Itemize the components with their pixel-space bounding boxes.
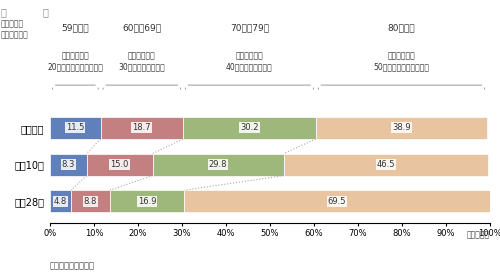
Text: 80歳以上: 80歳以上 <box>388 23 415 32</box>
Bar <box>50 117 100 139</box>
Text: 8.3: 8.3 <box>62 160 75 169</box>
Text: 子の年齢は、
20歳代以下が想定される: 子の年齢は、 20歳代以下が想定される <box>48 51 103 72</box>
Bar <box>184 190 490 212</box>
Text: （注）主税局調べ。: （注）主税局調べ。 <box>50 262 95 271</box>
Bar <box>152 154 284 175</box>
Text: 〈: 〈 <box>0 8 6 18</box>
Text: 70歳～79歳: 70歳～79歳 <box>230 23 269 32</box>
Bar <box>86 154 152 175</box>
Bar <box>71 190 110 212</box>
Text: 59歳以下: 59歳以下 <box>62 23 89 32</box>
Bar <box>183 117 316 139</box>
Text: 被相続人の
死亡時の年齢: 被相続人の 死亡時の年齢 <box>1 20 29 40</box>
Bar <box>50 190 71 212</box>
Text: 子の年齢は、
30歳代が想定される: 子の年齢は、 30歳代が想定される <box>118 51 165 72</box>
Text: 60歳～69歳: 60歳～69歳 <box>122 23 162 32</box>
Text: 30.2: 30.2 <box>240 124 258 133</box>
Text: 15.0: 15.0 <box>110 160 128 169</box>
Text: （構成比）: （構成比） <box>467 230 490 239</box>
Text: 8.8: 8.8 <box>84 197 97 206</box>
Text: 18.7: 18.7 <box>132 124 151 133</box>
Bar <box>284 154 488 175</box>
Text: 29.8: 29.8 <box>209 160 228 169</box>
Text: 4.8: 4.8 <box>54 197 67 206</box>
Text: 46.5: 46.5 <box>376 160 395 169</box>
Text: 〉: 〉 <box>42 8 48 18</box>
Text: 38.9: 38.9 <box>392 124 410 133</box>
Bar <box>50 154 86 175</box>
Text: 子の年齢は、
40歳代が想定される: 子の年齢は、 40歳代が想定される <box>226 51 272 72</box>
Text: 11.5: 11.5 <box>66 124 84 133</box>
Text: 16.9: 16.9 <box>138 197 156 206</box>
Bar <box>316 117 487 139</box>
Text: 子の年齢は、
50歳代以上が想定される: 子の年齢は、 50歳代以上が想定される <box>374 51 430 72</box>
Bar <box>100 117 183 139</box>
Bar <box>110 190 184 212</box>
Text: 69.5: 69.5 <box>328 197 346 206</box>
